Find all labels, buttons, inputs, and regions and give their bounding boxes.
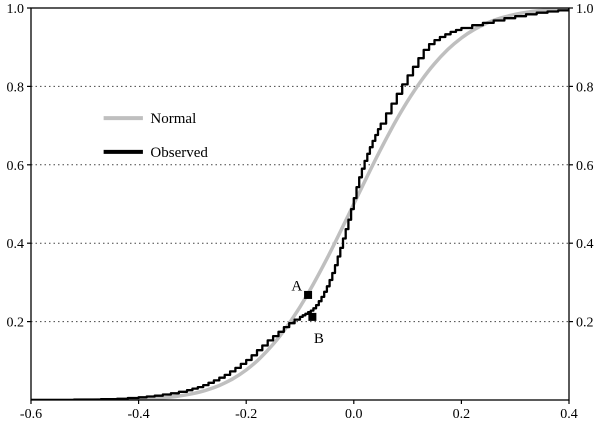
series-observed-line: [31, 8, 569, 400]
y-tick-label-left: 0.6: [7, 159, 25, 174]
x-tick-label: -0.2: [235, 407, 257, 422]
x-tick-label: 0.2: [453, 407, 471, 422]
x-tick-label: 0.0: [345, 407, 363, 422]
point-b-label: B: [314, 331, 324, 347]
y-tick-label-left: 1.0: [7, 2, 25, 17]
legend-label-normal: Normal: [150, 111, 196, 127]
point-b-marker: [308, 312, 317, 321]
y-tick-label-right: 1.0: [576, 2, 594, 17]
y-tick-label-left: 0.8: [7, 80, 25, 95]
y-tick-label-right: 0.4: [576, 237, 594, 252]
x-tick-label: -0.4: [128, 407, 150, 422]
x-tick-label: 0.4: [560, 407, 578, 422]
y-tick-label-right: 0.2: [576, 316, 594, 331]
plot-border: [30, 7, 570, 401]
point-a-marker: [304, 290, 313, 299]
legend-label-observed: Observed: [150, 145, 208, 161]
point-a-label: A: [291, 279, 302, 295]
y-tick-label-right: 0.6: [576, 159, 594, 174]
y-tick-label-right: 0.8: [576, 80, 594, 95]
x-tick-label: -0.6: [20, 407, 42, 422]
y-tick-label-left: 0.2: [7, 316, 25, 331]
y-tick-label-left: 0.4: [7, 237, 25, 252]
